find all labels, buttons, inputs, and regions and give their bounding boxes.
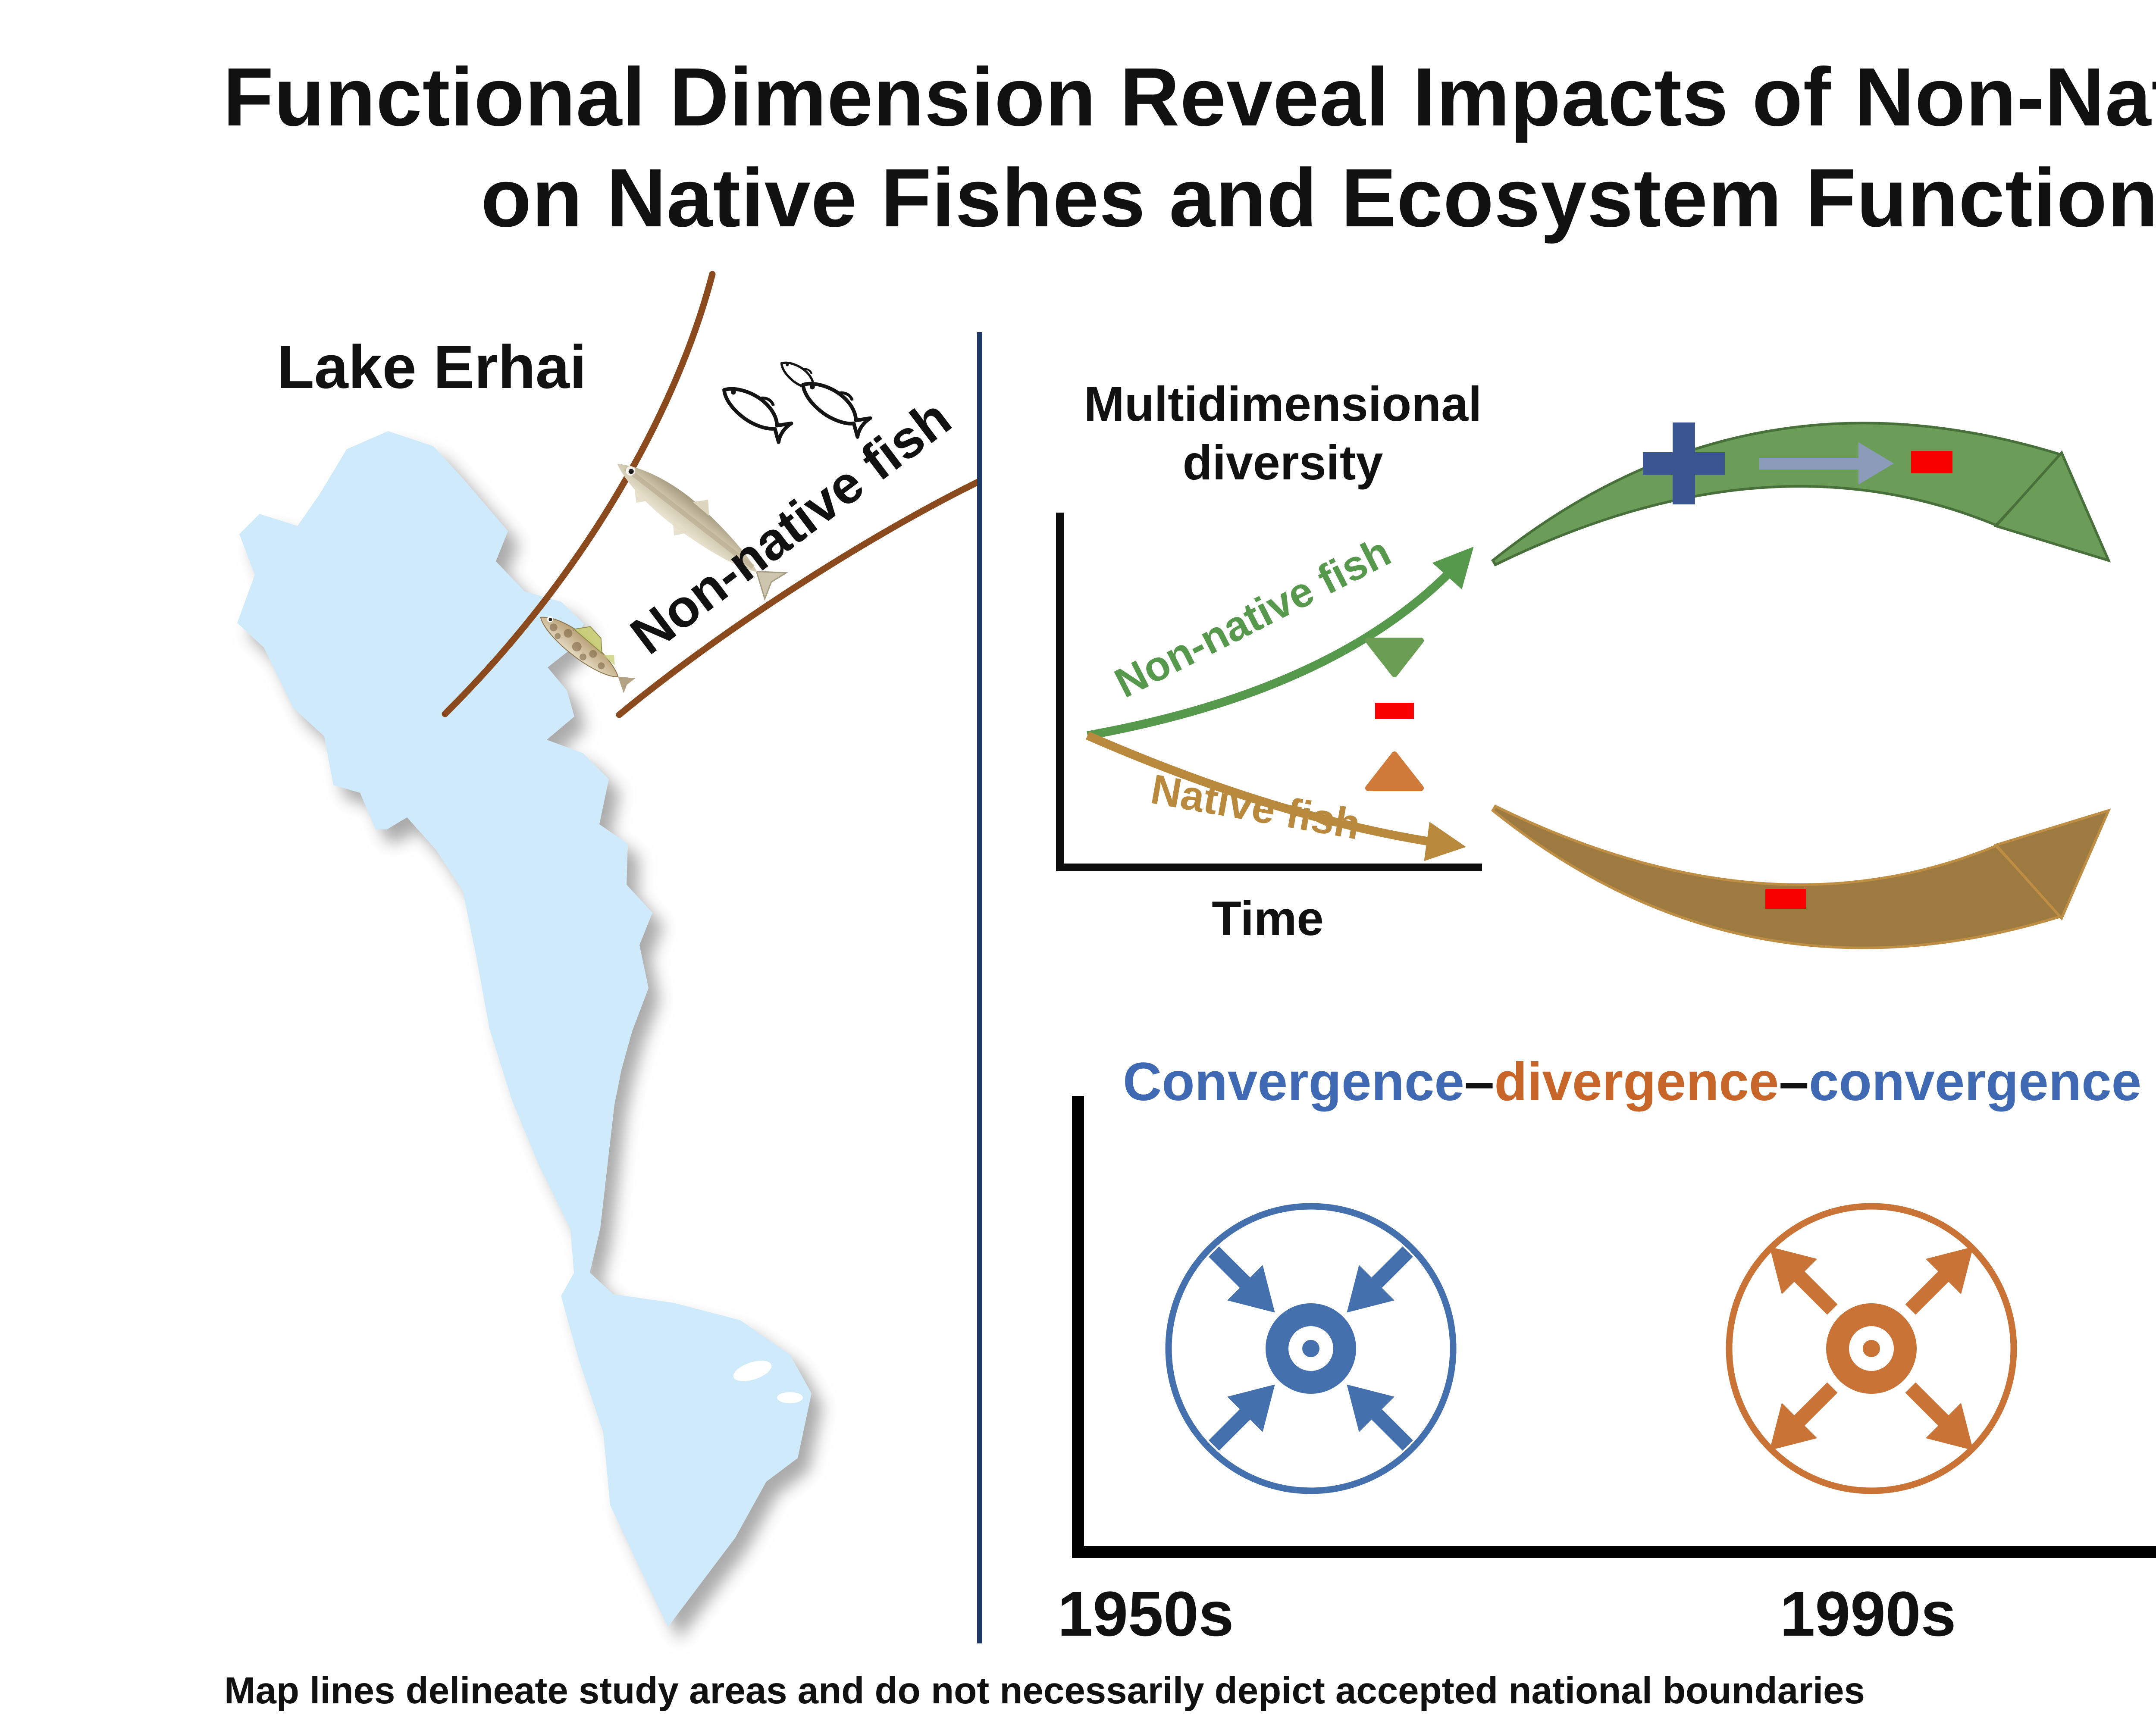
minus-icon [1765, 889, 1806, 909]
green-curved-arrow [1491, 422, 2111, 566]
feedback-loop [1491, 422, 2111, 949]
ecosystem-chart-title: Ecosystem multifunctionality [2150, 375, 2156, 492]
caption-suffix: community pattern [2141, 1052, 2156, 1112]
native-curve [1085, 731, 1466, 861]
caption-divergence: divergence [1494, 1052, 1779, 1112]
page-title-line1: Functional Dimension Reveal Impacts of N… [223, 50, 2156, 143]
study-boundary-line-upper [442, 271, 716, 717]
ecosystem-title-line2: multifunctionality [2150, 434, 2156, 492]
lake-island [733, 1361, 772, 1381]
divergence-circle-1990s [1726, 1203, 2017, 1494]
era-label-1990s: 1990s [1780, 1579, 1956, 1649]
minus-icon [1375, 703, 1414, 719]
right-arrow-icon [1759, 442, 1894, 485]
caption-convergence-1: Convergence [1122, 1052, 1464, 1112]
goby-fish-icon [540, 616, 636, 693]
lake-shape [237, 431, 812, 1627]
smelt-fish-icon [617, 464, 789, 601]
era-label-1950s: 1950s [1057, 1579, 1234, 1649]
timeline-axes [1072, 1096, 2156, 1558]
map-disclaimer-footnote: Map lines delineate study areas and do n… [224, 1670, 1865, 1712]
caption-dash-2: – [1779, 1052, 1809, 1112]
convergence-circle-1950s [1165, 1203, 1457, 1494]
diversity-chart-title: Multidimensional diversity [1046, 375, 1520, 492]
triangle-down-icon [1365, 638, 1424, 677]
community-pattern-caption: Convergence–divergence–convergence commu… [987, 1051, 2156, 1113]
fish-outline-icon [718, 354, 874, 443]
triangle-up-icon [1365, 751, 1424, 791]
brown-curved-arrow [1491, 804, 2111, 949]
lake-erhai-label: Lake Erhai [277, 333, 587, 401]
timeline-panel [1072, 1096, 2156, 1558]
lake-erhai-map [237, 271, 981, 1627]
diversity-axes [1056, 513, 1482, 871]
lake-island [777, 1392, 803, 1403]
ecosystem-title-line1: Ecosystem [2150, 375, 2156, 434]
page-title: Functional Dimension Reveal Impacts of N… [0, 47, 2156, 248]
diversity-title-line1: Multidimensional [1084, 377, 1482, 431]
diversity-chart [1056, 513, 1482, 871]
study-boundary-line-lower [616, 479, 981, 718]
nonnative-curve [1087, 547, 1474, 740]
page-title-line2: on Native Fishes and Ecosystem Functiona… [481, 151, 2156, 244]
diversity-title-line2: diversity [1182, 435, 1383, 490]
minus-icon [1911, 451, 1952, 473]
caption-convergence-2: convergence [1809, 1052, 2142, 1112]
diversity-x-axis-label: Time [1212, 892, 1324, 945]
plus-icon [1643, 422, 1725, 504]
caption-dash-1: – [1464, 1052, 1495, 1112]
